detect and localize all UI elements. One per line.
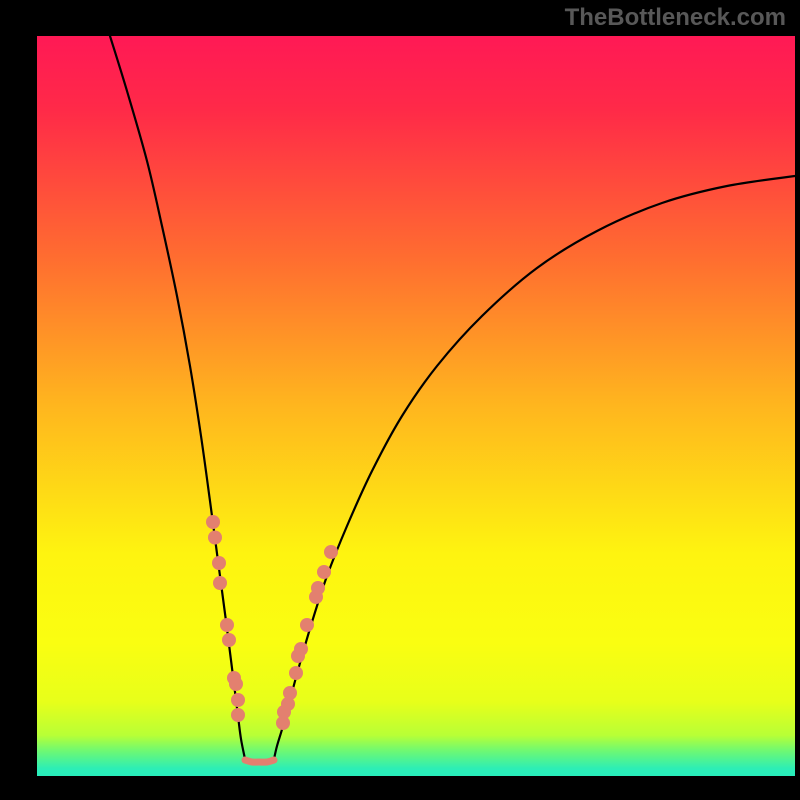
data-marker bbox=[213, 576, 227, 590]
data-marker bbox=[222, 633, 236, 647]
data-marker bbox=[231, 708, 245, 722]
watermark-text: TheBottleneck.com bbox=[565, 4, 786, 32]
data-marker bbox=[212, 556, 226, 570]
gradient-background bbox=[37, 36, 795, 776]
data-marker bbox=[317, 565, 331, 579]
data-marker bbox=[311, 581, 325, 595]
chart-frame: TheBottleneck.com bbox=[0, 0, 800, 800]
data-marker bbox=[300, 618, 314, 632]
data-marker bbox=[231, 693, 245, 707]
data-marker bbox=[208, 531, 222, 545]
curve-bottom bbox=[245, 760, 274, 762]
data-marker bbox=[289, 666, 303, 680]
data-marker bbox=[220, 618, 234, 632]
data-marker bbox=[206, 515, 220, 529]
data-marker bbox=[283, 686, 297, 700]
plot-area bbox=[37, 36, 795, 776]
data-marker bbox=[229, 677, 243, 691]
data-marker bbox=[324, 545, 338, 559]
plot-svg bbox=[37, 36, 795, 776]
data-marker bbox=[294, 642, 308, 656]
